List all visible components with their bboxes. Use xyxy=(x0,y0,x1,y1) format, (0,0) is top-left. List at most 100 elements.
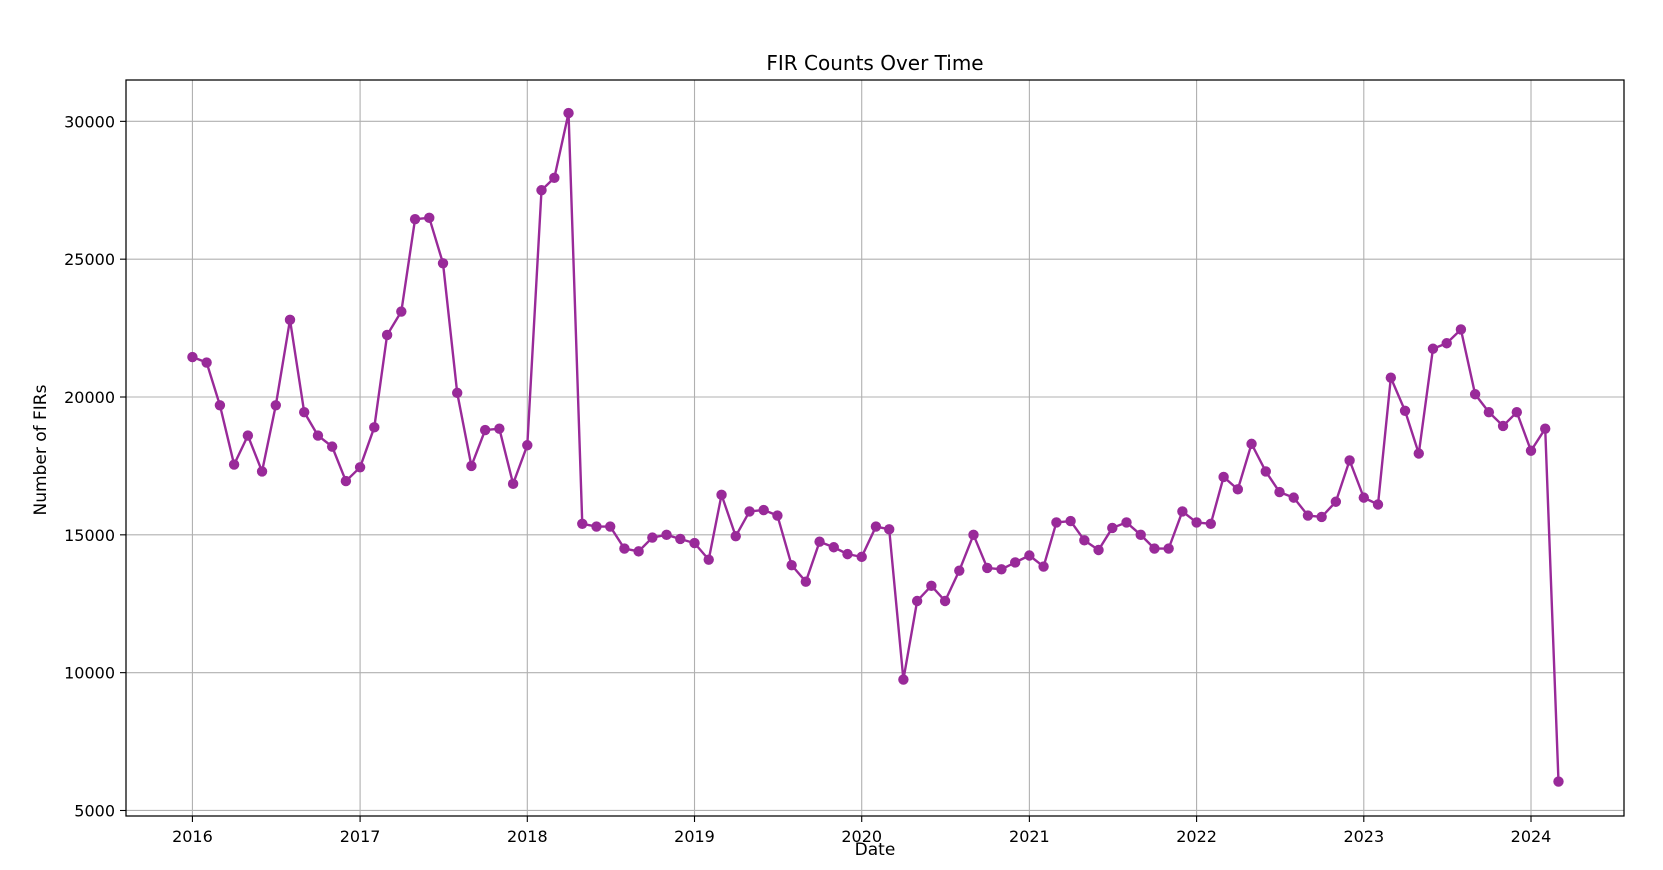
data-point xyxy=(661,529,672,541)
data-point xyxy=(772,510,783,521)
x-tick-label: 2023 xyxy=(1343,827,1384,846)
data-point xyxy=(828,542,839,553)
data-point xyxy=(744,506,755,517)
data-point xyxy=(1246,438,1257,450)
data-point xyxy=(954,565,965,576)
y-tick-label: 15000 xyxy=(64,526,115,545)
data-point xyxy=(911,595,923,607)
data-point xyxy=(633,546,644,557)
x-tick-label: 2020 xyxy=(841,827,882,846)
x-tick-label: 2021 xyxy=(1009,827,1050,846)
data-point xyxy=(1399,405,1411,416)
data-point xyxy=(884,524,895,535)
data-point xyxy=(1288,492,1299,503)
data-point xyxy=(982,562,993,574)
data-point xyxy=(381,329,393,341)
data-point xyxy=(814,536,825,547)
data-point xyxy=(926,580,937,592)
data-point xyxy=(479,424,491,436)
x-tick-label: 2018 xyxy=(507,827,548,846)
data-point xyxy=(466,460,477,472)
y-tick-label: 5000 xyxy=(74,801,115,820)
data-point xyxy=(1316,511,1327,523)
data-point xyxy=(870,521,882,532)
data-point xyxy=(1302,510,1314,521)
data-point xyxy=(437,258,449,269)
data-point xyxy=(996,564,1007,575)
data-point xyxy=(1009,557,1021,568)
data-point xyxy=(675,533,686,545)
x-tick-label: 2019 xyxy=(674,827,715,846)
data-point xyxy=(1121,517,1132,528)
data-point xyxy=(396,306,407,317)
data-point xyxy=(1038,561,1049,572)
data-point xyxy=(1427,343,1439,354)
data-point xyxy=(591,521,602,532)
data-point xyxy=(898,674,909,685)
series-group xyxy=(187,107,1564,787)
data-point xyxy=(1358,492,1370,503)
data-point xyxy=(1065,515,1076,527)
x-axis-label: Date xyxy=(855,840,896,860)
data-point xyxy=(354,462,366,473)
data-point xyxy=(284,314,296,326)
data-point xyxy=(786,559,797,571)
data-point xyxy=(800,576,812,587)
x-tick-label: 2016 xyxy=(172,827,213,846)
data-point xyxy=(619,543,630,554)
data-point xyxy=(1483,406,1495,418)
data-point xyxy=(842,548,853,560)
data-point xyxy=(1107,522,1118,534)
data-point xyxy=(536,185,547,196)
data-point xyxy=(1135,529,1146,541)
data-point xyxy=(326,441,338,452)
data-point xyxy=(758,504,769,516)
y-tick-label: 30000 xyxy=(64,112,115,131)
data-point xyxy=(424,212,435,224)
data-point xyxy=(1079,535,1090,546)
data-point xyxy=(856,551,867,563)
data-point xyxy=(1149,543,1160,554)
data-point xyxy=(312,430,324,441)
data-point xyxy=(1024,550,1035,561)
data-point xyxy=(1177,506,1188,517)
x-tick-label: 2022 xyxy=(1176,827,1217,846)
data-point xyxy=(1455,324,1467,335)
x-axis-ticks: 2016 2017 2018 2019 2020 2021 2022 2023 2024 xyxy=(172,816,1551,846)
data-point xyxy=(1540,423,1551,434)
data-point xyxy=(369,422,380,433)
data-point xyxy=(256,466,268,477)
data-point xyxy=(1511,406,1523,418)
data-point xyxy=(187,351,198,363)
grid-lines xyxy=(126,80,1624,816)
data-point xyxy=(1205,518,1216,530)
y-axis-ticks: 5000 10000 15000 20000 25000 30000 xyxy=(64,112,126,820)
y-axis-label: Number of FIRs xyxy=(31,384,51,515)
data-point xyxy=(228,459,240,470)
data-point xyxy=(1191,517,1202,528)
chart-title: FIR Counts Over Time xyxy=(766,51,983,75)
data-point xyxy=(577,518,588,530)
data-point xyxy=(1497,420,1509,432)
y-tick-label: 20000 xyxy=(64,388,115,407)
data-point xyxy=(1553,776,1564,787)
data-point xyxy=(730,531,741,542)
data-point xyxy=(299,406,310,418)
data-point xyxy=(242,430,254,441)
data-point xyxy=(1274,486,1285,498)
data-point xyxy=(605,521,616,532)
data-point xyxy=(214,400,226,411)
data-point xyxy=(703,554,714,565)
data-point xyxy=(201,357,212,368)
data-point xyxy=(1218,471,1229,483)
y-tick-label: 25000 xyxy=(64,250,115,269)
data-point xyxy=(647,532,658,543)
data-point xyxy=(1413,448,1424,459)
y-tick-label: 10000 xyxy=(64,664,115,683)
data-point xyxy=(452,387,463,399)
data-point xyxy=(507,478,519,490)
data-point xyxy=(689,537,700,549)
data-point xyxy=(1163,543,1174,554)
data-point xyxy=(1330,496,1342,507)
